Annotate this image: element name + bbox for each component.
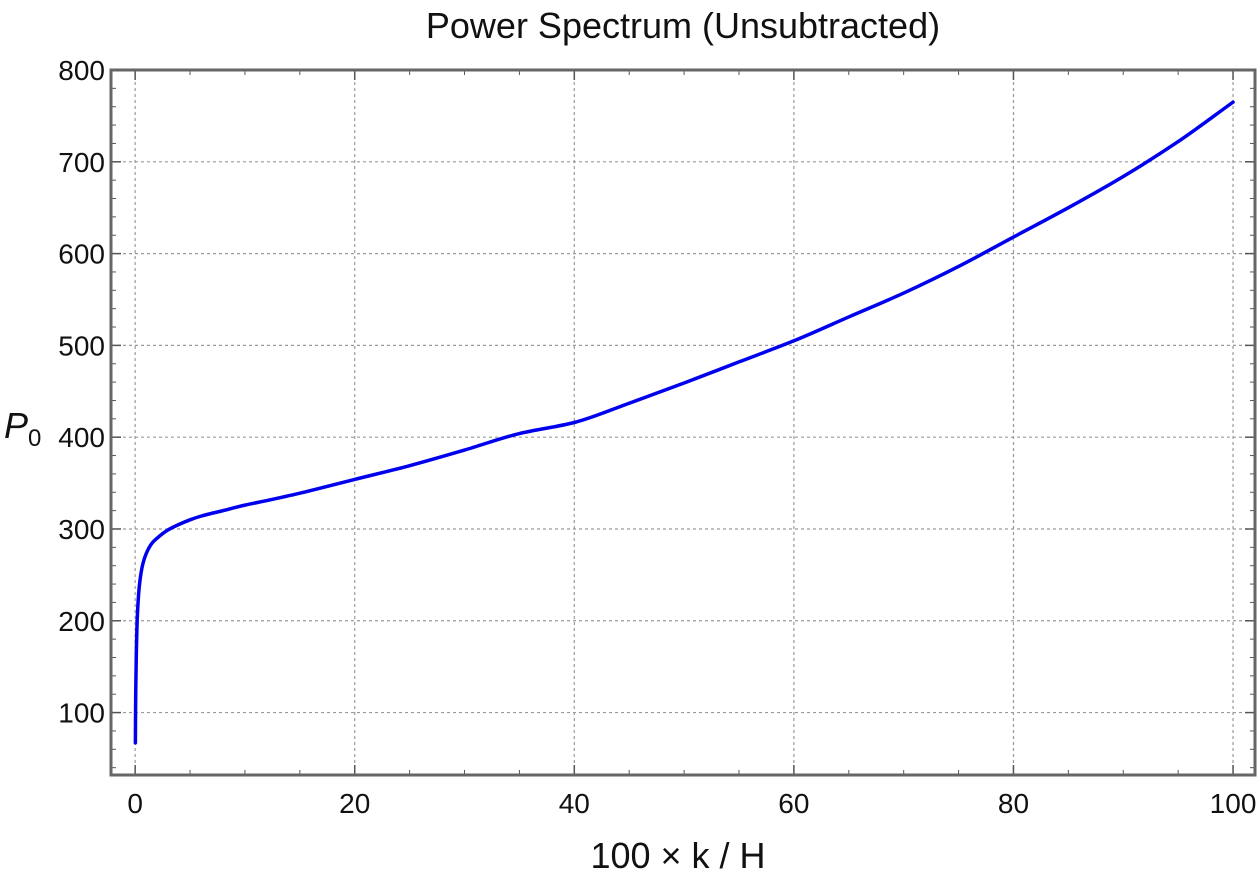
y-tick-label: 800 xyxy=(58,55,105,86)
y-tick-label: 500 xyxy=(58,330,105,361)
x-tick-label: 20 xyxy=(339,788,370,819)
y-tick-label: 300 xyxy=(58,514,105,545)
y-tick-label: 100 xyxy=(58,698,105,729)
axis-ticks xyxy=(111,69,1255,775)
y-axis-label: P0 xyxy=(4,405,41,452)
y-tick-label: 700 xyxy=(58,147,105,178)
x-tick-labels: 0 20 40 60 80 100 xyxy=(127,788,1256,819)
y-axis-label-main: P xyxy=(4,405,28,446)
plot-frame xyxy=(109,68,1257,777)
x-tick-label: 80 xyxy=(998,788,1029,819)
y-tick-label: 200 xyxy=(58,606,105,637)
chart-title: Power Spectrum (Unsubtracted) xyxy=(426,5,940,46)
x-tick-label: 100 xyxy=(1210,788,1257,819)
series-points xyxy=(133,100,1235,745)
x-tick-label: 0 xyxy=(127,788,143,819)
grid-lines xyxy=(111,70,1255,775)
series-line xyxy=(133,100,1235,745)
x-tick-label: 40 xyxy=(559,788,590,819)
x-tick-label: 60 xyxy=(778,788,809,819)
y-tick-label: 400 xyxy=(58,422,105,453)
y-tick-labels: 100 200 300 400 500 600 700 800 xyxy=(58,55,105,729)
x-axis-label: 100 × k / H xyxy=(590,835,765,876)
y-axis-label-subscript: 0 xyxy=(28,425,41,452)
y-tick-label: 600 xyxy=(58,239,105,270)
